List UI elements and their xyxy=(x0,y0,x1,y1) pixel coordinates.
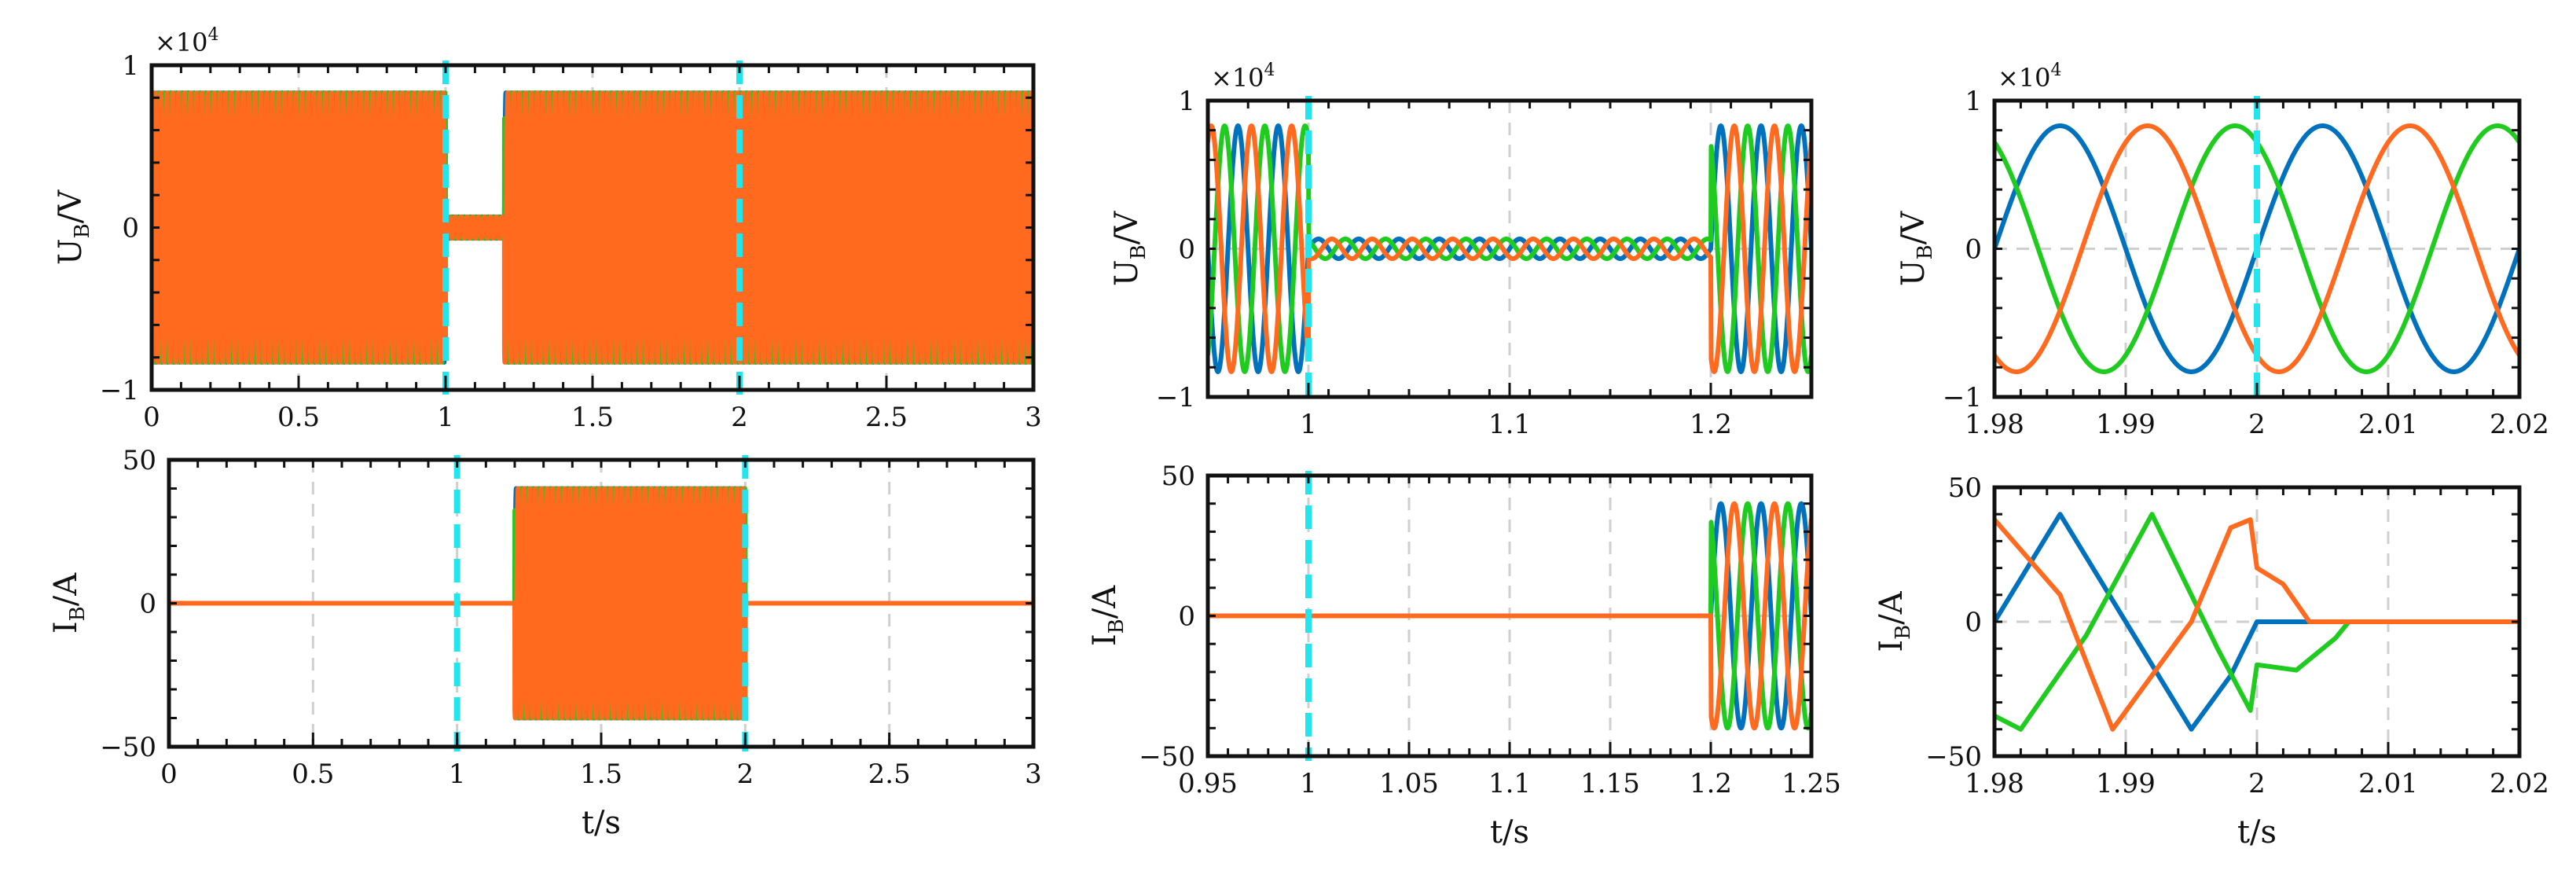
x-tick-label: 3 xyxy=(1025,759,1042,790)
y-tick-label: 0 xyxy=(1178,601,1195,633)
x-tick-label: 2 xyxy=(737,759,754,790)
y-axis-label: IB/A xyxy=(48,572,90,634)
x-tick-label: 1.1 xyxy=(1488,409,1531,440)
x-tick-label: 3 xyxy=(1025,402,1042,433)
series-phase-b xyxy=(1994,517,2519,732)
axis-multiplier: ×104 xyxy=(155,25,219,57)
chart-panel-6: 1.98 1.99 2 2.01 2.02 −50 0 50 IB/A t/s xyxy=(1873,472,2549,850)
x-tick-label: 1.5 xyxy=(571,402,614,433)
x-tick-label: 2 xyxy=(2248,409,2266,440)
x-tick-label: 1.98 xyxy=(1965,409,2024,440)
y-tick-label: −1 xyxy=(100,375,139,406)
x-tick-label: 2.01 xyxy=(2358,409,2418,440)
y-axis-label: UB/V xyxy=(1895,211,1937,286)
x-tick-label: 1 xyxy=(1300,768,1317,799)
x-tick-label: 1.15 xyxy=(1580,768,1640,799)
x-axis-label: t/s xyxy=(582,805,621,841)
x-tick-label: 1 xyxy=(437,402,454,433)
x-tick-label: 2.5 xyxy=(868,759,911,790)
x-tick-label: 1.25 xyxy=(1782,768,1841,799)
x-tick-label: 1 xyxy=(449,759,466,790)
y-axis-label: IB/A xyxy=(1087,585,1128,646)
y-tick-label: 0 xyxy=(1178,234,1195,266)
x-tick-label: 1.99 xyxy=(2096,768,2156,799)
chart-panel-5: 1.98 1.99 2 2.01 2.02 −1 0 1 UB/V ×104 xyxy=(1895,61,2549,440)
series-phase-b xyxy=(152,90,1033,365)
y-tick-label: 0 xyxy=(139,589,156,620)
x-tick-label: 2.02 xyxy=(2490,768,2549,799)
y-tick-label: 50 xyxy=(1948,472,1982,504)
x-tick-label: 1.2 xyxy=(1690,768,1732,799)
x-tick-label: 0.5 xyxy=(277,402,320,433)
y-tick-label: 50 xyxy=(123,445,156,476)
chart-panel-4: 0.95 1 1.05 1.1 1.15 1.2 1.25 −50 0 50 IB/A t/s xyxy=(1087,461,1841,850)
y-tick-label: 0 xyxy=(122,213,139,244)
y-axis-label: UB/V xyxy=(1109,211,1150,286)
x-axis-label: t/s xyxy=(1490,814,1529,850)
y-tick-label: −1 xyxy=(1943,382,1982,413)
y-tick-label: 0 xyxy=(1965,234,1982,266)
x-tick-label: 2.01 xyxy=(2358,768,2418,799)
y-axis-label: IB/A xyxy=(1873,590,1915,652)
y-tick-label: −1 xyxy=(1156,382,1195,413)
axis-multiplier: ×104 xyxy=(1998,61,2062,93)
y-tick-label: −50 xyxy=(1139,741,1195,773)
x-tick-label: 1.98 xyxy=(1965,768,2024,799)
chart-panel-3: 1 1.1 1.2 −1 0 1 UB/V ×104 xyxy=(1109,61,1814,440)
x-tick-label: 1.2 xyxy=(1690,409,1732,440)
x-tick-label: 1.5 xyxy=(580,759,622,790)
x-tick-label: 2 xyxy=(731,402,748,433)
y-tick-label: −50 xyxy=(100,732,156,763)
x-tick-label: 0.95 xyxy=(1178,768,1238,799)
x-tick-label: 2.5 xyxy=(865,402,908,433)
y-tick-label: 1 xyxy=(1965,86,1982,117)
x-tick-label: 1.05 xyxy=(1379,768,1439,799)
x-tick-label: 2 xyxy=(2248,768,2266,799)
x-tick-label: 1.1 xyxy=(1488,768,1531,799)
x-tick-label: 1.99 xyxy=(2096,409,2156,440)
axis-multiplier: ×104 xyxy=(1211,61,1275,93)
y-tick-label: 50 xyxy=(1161,461,1195,492)
x-tick-label: 0 xyxy=(160,759,178,790)
y-tick-label: −50 xyxy=(1925,741,1982,773)
series-phase-b xyxy=(169,486,1033,721)
y-axis-label: UB/V xyxy=(53,189,94,265)
x-tick-label: 2.02 xyxy=(2490,409,2549,440)
x-tick-label: 0.5 xyxy=(292,759,334,790)
series-phase-c xyxy=(1994,512,2519,732)
y-tick-label: 0 xyxy=(1965,607,1982,638)
x-tick-label: 0 xyxy=(143,402,160,433)
x-axis-label: t/s xyxy=(2237,814,2277,850)
y-tick-label: 1 xyxy=(1178,86,1195,117)
y-tick-label: 1 xyxy=(122,50,139,82)
x-tick-label: 1 xyxy=(1300,409,1317,440)
series-phase-a xyxy=(1994,512,2519,732)
